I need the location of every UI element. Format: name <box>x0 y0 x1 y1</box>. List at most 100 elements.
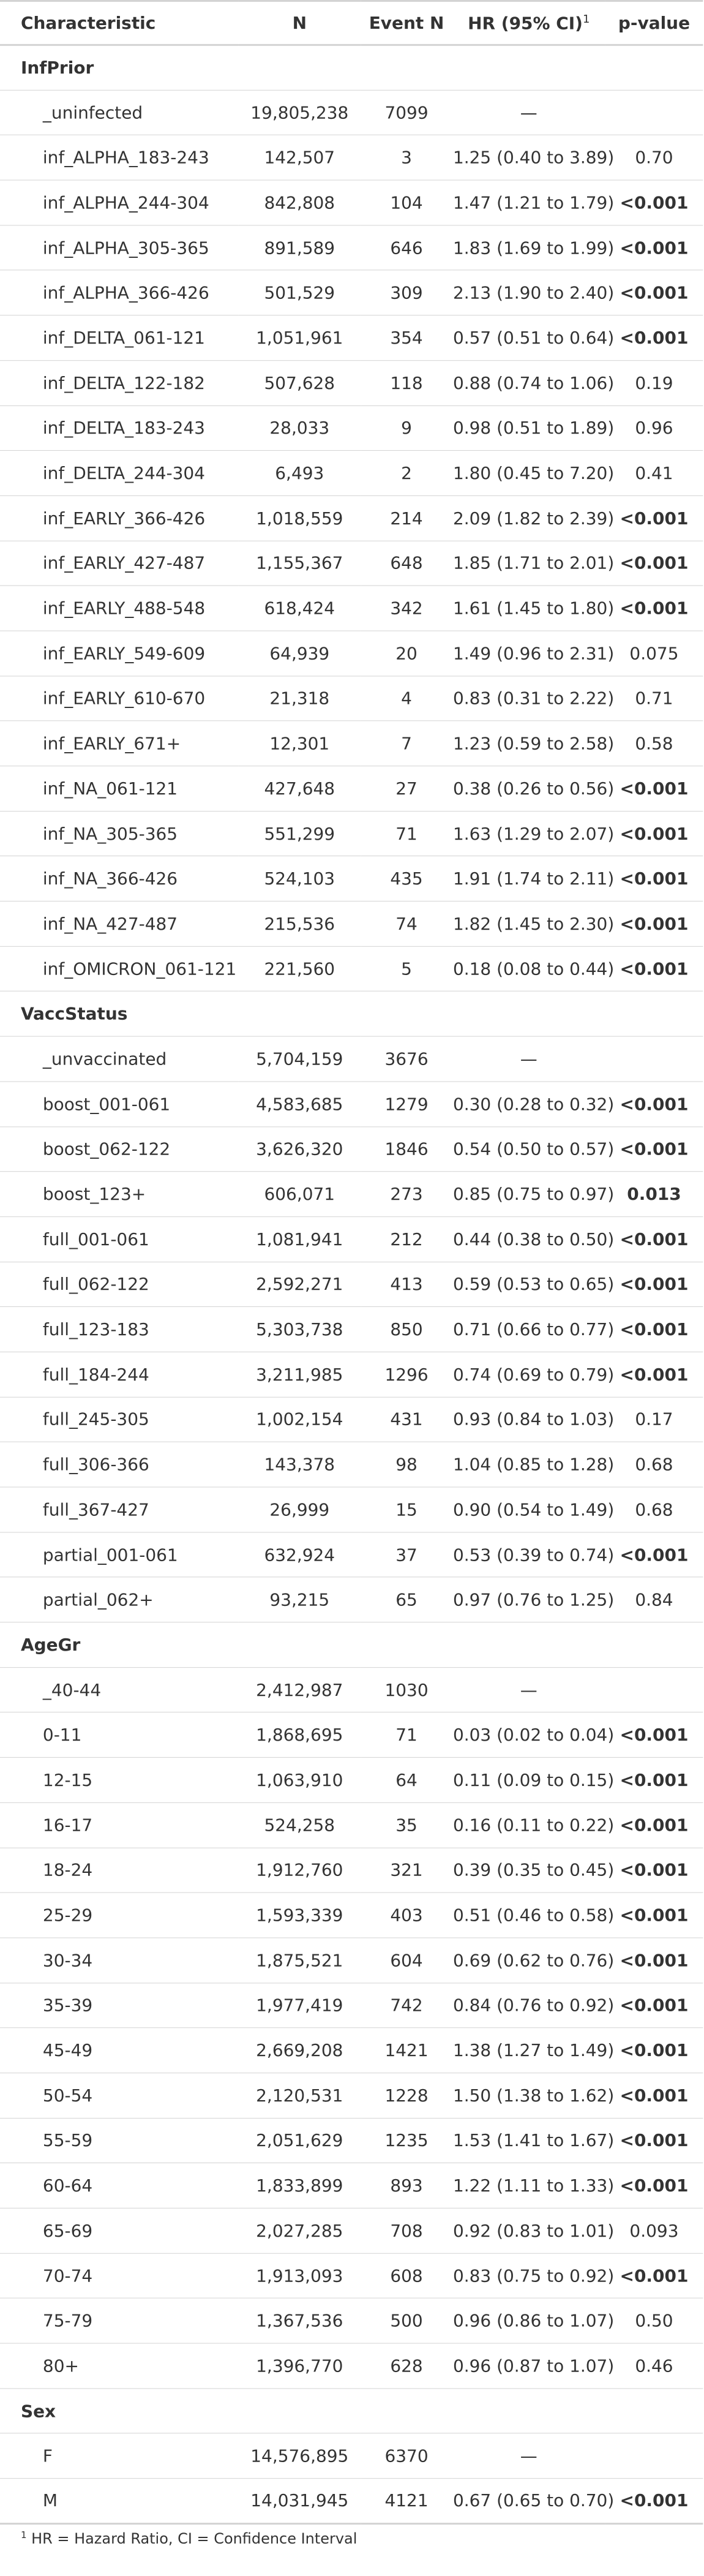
header-event-n[interactable]: Event N <box>361 0 452 46</box>
table-row[interactable]: F 14,576,895 6370— <box>0 2433 703 2479</box>
row-event-n: 1235 <box>361 2117 452 2163</box>
table-row[interactable]: inf_DELTA_183-243 28,033 9 0.98 (0.51 to 1.… <box>0 405 703 451</box>
table-row[interactable]: M 14,031,945 4121 0.67 (0.65 to 0.70) <0.001 <box>0 2478 703 2525</box>
table-row[interactable]: inf_EARLY_366-426 1,018,559 214 2.09 (1.82 … <box>0 495 703 541</box>
row-event-n: 1030 <box>361 1666 452 1712</box>
table-row[interactable]: boost_123+ 606,071 273 0.85 (0.75 to 0.97) 0… <box>0 1171 703 1217</box>
table-row[interactable]: full_001-061 1,081,941 212 0.44 (0.38 to 0.… <box>0 1216 703 1262</box>
row-p-value: <0.001 <box>605 2163 703 2209</box>
row-n: 14,576,895 <box>238 2433 361 2479</box>
table-row[interactable]: 18-24 1,912,760 321 0.39 (0.35 to 0.45) <0.0… <box>0 1847 703 1893</box>
row-event-n: 435 <box>361 856 452 902</box>
table-row[interactable]: inf_EARLY_549-609 64,939 20 1.49 (0.96 to 2… <box>0 630 703 676</box>
table-row[interactable]: 55-59 2,051,629 1235 1.53 (1.41 to 1.67) <0.… <box>0 2117 703 2163</box>
table-row[interactable]: boost_001-061 4,583,685 1279 0.30 (0.28 to … <box>0 1081 703 1127</box>
table-row[interactable]: full_062-122 2,592,271 413 0.59 (0.53 to 0.… <box>0 1261 703 1307</box>
table-row[interactable]: inf_EARLY_488-548 618,424 342 1.61 (1.45 to… <box>0 585 703 631</box>
row-event-n: 1279 <box>361 1081 452 1127</box>
table-row[interactable]: 60-64 1,833,899 893 1.22 (1.11 to 1.33) <0.0… <box>0 2163 703 2209</box>
row-p-value: <0.001 <box>605 1532 703 1578</box>
row-event-n: 742 <box>361 1982 452 2028</box>
row-n: 215,536 <box>238 900 361 947</box>
row-event-n: 118 <box>361 360 452 406</box>
empty-cell <box>238 2388 361 2434</box>
row-p-value: <0.001 <box>605 2253 703 2299</box>
row-label: inf_NA_305-365 <box>0 810 239 856</box>
table-row[interactable]: partial_062+ 93,215 65 0.97 (0.76 to 1.25) 0… <box>0 1576 703 1622</box>
empty-cell <box>605 991 703 1037</box>
header-hr[interactable]: HR (95% CI)1 <box>452 0 605 46</box>
table-row[interactable]: 70-74 1,913,093 608 0.83 (0.75 to 0.92) <0.0… <box>0 2253 703 2299</box>
table-row[interactable]: inf_ALPHA_183-243 142,507 3 1.25 (0.40 to 3… <box>0 135 703 181</box>
table-row[interactable]: boost_062-122 3,626,320 1846 0.54 (0.50 to … <box>0 1126 703 1172</box>
row-n: 1,875,521 <box>238 1937 361 1983</box>
table-row[interactable]: inf_DELTA_122-182 507,628 118 0.88 (0.74 to… <box>0 360 703 406</box>
row-hr: 0.57 (0.51 to 0.64) <box>452 315 614 361</box>
table-row[interactable]: inf_EARLY_610-670 21,318 4 0.83 (0.31 to 2.… <box>0 676 703 721</box>
table-row[interactable]: _40-44 2,412,987 1030— <box>0 1666 703 1712</box>
table-row[interactable]: _uninfected 19,805,238 7099— <box>0 89 703 135</box>
row-event-n: 273 <box>361 1171 452 1217</box>
row-label: full_306-366 <box>0 1441 239 1488</box>
table-row[interactable]: inf_DELTA_244-304 6,493 2 1.80 (0.45 to 7.2… <box>0 450 703 496</box>
row-label: _unvaccinated <box>0 1036 239 1082</box>
table-row[interactable]: 25-29 1,593,339 403 0.51 (0.46 to 0.58) <0.0… <box>0 1892 703 1938</box>
table-row[interactable]: partial_001-061 632,924 37 0.53 (0.39 to 0.… <box>0 1532 703 1578</box>
row-event-n: 7099 <box>361 89 452 135</box>
header-p-value[interactable]: p-value <box>605 0 703 46</box>
table-row[interactable]: inf_NA_061-121 427,648 27 0.38 (0.26 to 0.5… <box>0 766 703 812</box>
header-hr-footnote-mark: 1 <box>582 12 590 26</box>
row-hr: 1.38 (1.27 to 1.49) <box>452 2027 614 2073</box>
row-event-n: 403 <box>361 1892 452 1938</box>
table-row[interactable]: 45-49 2,669,208 1421 1.38 (1.27 to 1.49) <0.… <box>0 2027 703 2073</box>
table-row[interactable]: 50-54 2,120,531 1228 1.50 (1.38 to 1.62) <0.… <box>0 2073 703 2118</box>
table-row[interactable]: inf_EARLY_427-487 1,155,367 648 1.85 (1.71 … <box>0 540 703 586</box>
row-hr: 1.25 (0.40 to 3.89) <box>452 135 614 181</box>
row-event-n: 3 <box>361 135 452 181</box>
table-row[interactable]: inf_ALPHA_366-426 501,529 309 2.13 (1.90 to… <box>0 269 703 315</box>
row-n: 524,258 <box>238 1802 361 1848</box>
row-label: 0-11 <box>0 1712 239 1758</box>
table-row[interactable]: 80+ 1,396,770 628 0.96 (0.87 to 1.07) 0.46 <box>0 2343 703 2389</box>
table-row[interactable]: full_367-427 26,999 15 0.90 (0.54 to 1.49) 0… <box>0 1486 703 1532</box>
table-row[interactable]: inf_ALPHA_244-304 842,808 104 1.47 (1.21 to… <box>0 179 703 225</box>
row-n: 1,081,941 <box>238 1216 361 1262</box>
table-row[interactable]: inf_NA_305-365 551,299 71 1.63 (1.29 to 2.0… <box>0 810 703 856</box>
table-row[interactable]: inf_EARLY_671+ 12,301 7 1.23 (0.59 to 2.58)… <box>0 720 703 766</box>
table-row[interactable]: full_245-305 1,002,154 431 0.93 (0.84 to 1.… <box>0 1396 703 1442</box>
table-row[interactable]: full_123-183 5,303,738 850 0.71 (0.66 to 0.… <box>0 1306 703 1352</box>
row-p-value: <0.001 <box>605 1757 703 1803</box>
row-hr: 2.09 (1.82 to 2.39) <box>452 495 614 541</box>
row-p-value: <0.001 <box>605 1847 703 1893</box>
table-row[interactable]: 16-17 524,258 35 0.16 (0.11 to 0.22) <0.001 <box>0 1802 703 1848</box>
table-row[interactable]: 65-69 2,027,285 708 0.92 (0.83 to 1.01) 0.09… <box>0 2207 703 2253</box>
table-row[interactable]: 0-11 1,868,695 71 0.03 (0.02 to 0.04) <0.001 <box>0 1712 703 1758</box>
table-row[interactable]: inf_OMICRON_061-121 221,560 5 0.18 (0.08 to… <box>0 946 703 992</box>
row-p-value <box>605 89 703 135</box>
row-label: 25-29 <box>0 1892 239 1938</box>
header-characteristic[interactable]: Characteristic <box>0 0 239 46</box>
table-row[interactable]: inf_ALPHA_305-365 891,589 646 1.83 (1.69 to… <box>0 225 703 271</box>
table-row[interactable]: 35-39 1,977,419 742 0.84 (0.76 to 0.92) <0.0… <box>0 1982 703 2028</box>
table-row[interactable]: _unvaccinated 5,704,159 3676— <box>0 1036 703 1082</box>
header-n[interactable]: N <box>238 0 361 46</box>
row-p-value: 0.68 <box>605 1486 703 1532</box>
row-label: full_367-427 <box>0 1486 239 1532</box>
table-row[interactable]: inf_DELTA_061-121 1,051,961 354 0.57 (0.51 … <box>0 315 703 361</box>
row-hr: 1.50 (1.38 to 1.62) <box>452 2073 614 2118</box>
row-p-value: <0.001 <box>605 1937 703 1983</box>
table-row[interactable]: inf_NA_427-487 215,536 74 1.82 (1.45 to 2.3… <box>0 900 703 947</box>
table-row[interactable]: full_306-366 143,378 98 1.04 (0.85 to 1.28)… <box>0 1441 703 1488</box>
row-n: 1,833,899 <box>238 2163 361 2209</box>
row-hr: 1.22 (1.11 to 1.33) <box>452 2163 614 2209</box>
table-row[interactable]: 12-15 1,063,910 64 0.11 (0.09 to 0.15) <0.00… <box>0 1757 703 1803</box>
table-row[interactable]: 75-79 1,367,536 500 0.96 (0.86 to 1.07) 0.50 <box>0 2298 703 2344</box>
row-n: 2,051,629 <box>238 2117 361 2163</box>
row-n: 501,529 <box>238 269 361 315</box>
table-row[interactable]: full_184-244 3,211,985 1296 0.74 (0.69 to 0… <box>0 1351 703 1397</box>
row-event-n: 212 <box>361 1216 452 1262</box>
table-row[interactable]: 30-34 1,875,521 604 0.69 (0.62 to 0.76) <0.0… <box>0 1937 703 1983</box>
table-row[interactable]: inf_NA_366-426 524,103 435 1.91 (1.74 to 2.… <box>0 856 703 902</box>
group-row: VaccStatus <box>0 991 703 1037</box>
empty-cell <box>361 991 452 1037</box>
